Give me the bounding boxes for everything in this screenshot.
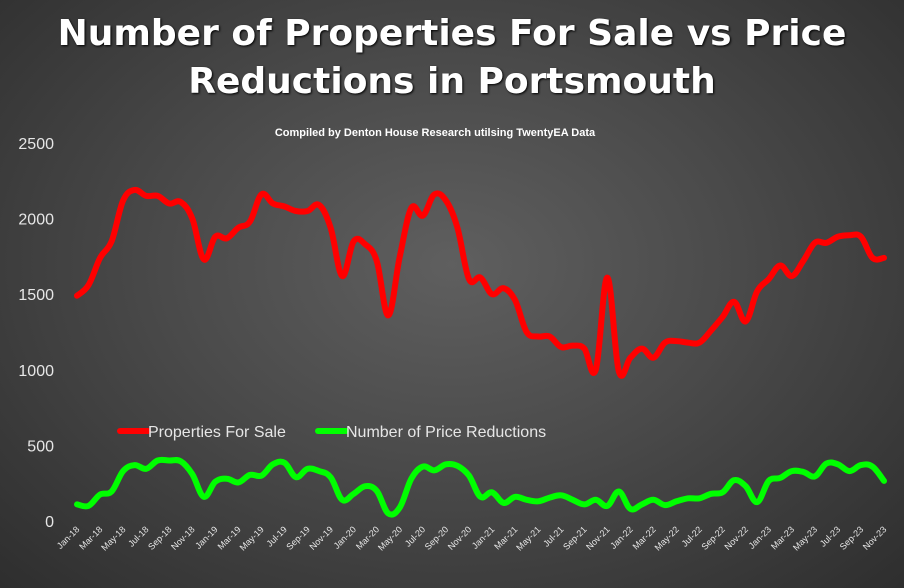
x-tick-label: Nov-23 xyxy=(861,524,889,552)
x-tick-label: Jan-19 xyxy=(193,524,220,551)
y-tick-label: 0 xyxy=(45,514,54,531)
y-tick-label: 1500 xyxy=(18,287,54,304)
y-tick-label: 2000 xyxy=(18,212,54,229)
x-tick-label: Sep-23 xyxy=(838,524,866,552)
x-tick-label: Jan-20 xyxy=(332,524,359,551)
x-tick-label: Nov-21 xyxy=(584,524,612,552)
x-tick-label: Jan-23 xyxy=(747,524,774,551)
series-line-price-reductions xyxy=(74,456,887,518)
x-tick-label: Sep-19 xyxy=(284,524,312,552)
x-tick-label: May-19 xyxy=(238,524,266,552)
legend: Properties For Sale Number of Price Redu… xyxy=(117,424,546,441)
y-axis: 0 500 1000 1500 2000 2500 xyxy=(18,136,54,531)
x-tick-label: May-23 xyxy=(791,524,819,552)
x-tick-label: Nov-18 xyxy=(169,524,197,552)
x-axis: Jan-18Mar-18May-18Jul-18Sep-18Nov-18Jan-… xyxy=(55,524,889,552)
x-tick-label: Sep-21 xyxy=(561,524,589,552)
x-tick-label: May-20 xyxy=(376,524,404,552)
y-tick-label: 500 xyxy=(27,438,54,455)
x-tick-label: Sep-22 xyxy=(699,524,727,552)
x-tick-label: May-22 xyxy=(653,524,681,552)
series-layer xyxy=(74,186,887,518)
x-tick-label: Sep-18 xyxy=(146,524,174,552)
x-tick-label: Nov-20 xyxy=(446,524,474,552)
x-tick-label: Jan-21 xyxy=(470,524,497,551)
y-tick-label: 1000 xyxy=(18,363,54,380)
x-tick-label: Jan-22 xyxy=(608,524,635,551)
x-tick-label: Sep-20 xyxy=(423,524,451,552)
chart-title-line-1: Number of Properties For Sale vs Price xyxy=(57,13,847,54)
y-tick-label: 2500 xyxy=(18,136,54,153)
series-line-properties-for-sale xyxy=(74,186,887,379)
chart-title-line-2: Reductions in Portsmouth xyxy=(188,61,716,102)
chart-title: Number of Properties For Sale vs Price R… xyxy=(0,10,904,106)
x-tick-label: Jan-18 xyxy=(55,524,82,551)
legend-label-price-reductions: Number of Price Reductions xyxy=(346,424,546,441)
x-tick-label: May-21 xyxy=(514,524,542,552)
chart-subtitle: Compiled by Denton House Research utilsi… xyxy=(274,127,596,139)
legend-label-properties: Properties For Sale xyxy=(148,424,286,441)
x-tick-label: Nov-22 xyxy=(722,524,750,552)
x-tick-label: Nov-19 xyxy=(307,524,335,552)
x-tick-label: May-18 xyxy=(99,524,127,552)
